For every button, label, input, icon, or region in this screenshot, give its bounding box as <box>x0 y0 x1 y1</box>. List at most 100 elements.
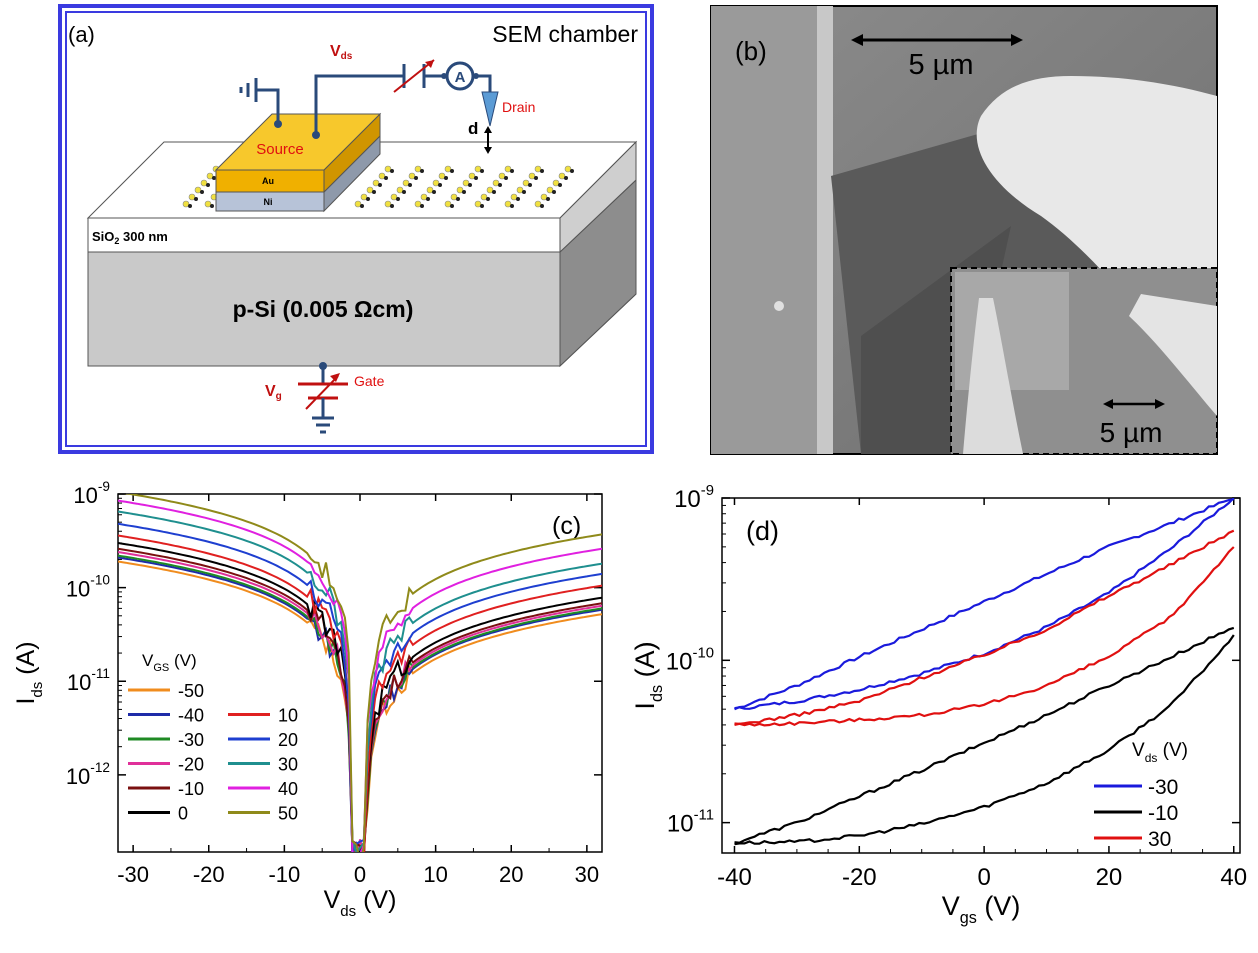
legend-title: Vds (V) <box>1132 740 1188 765</box>
series-line <box>118 547 602 852</box>
molybdenum-atom <box>194 197 198 201</box>
ni-label: Ni <box>264 197 273 207</box>
x-tick-label: -20 <box>193 862 225 887</box>
oxide-side <box>559 140 637 254</box>
x-tick-label: -20 <box>842 864 877 891</box>
inset-probe-left <box>963 298 1023 454</box>
x-axis-label: Vgs (V) <box>942 891 1021 927</box>
sulfur-atom <box>432 179 440 187</box>
molybdenum-atom <box>378 183 382 187</box>
legend-label: 50 <box>278 804 298 824</box>
series-line <box>118 551 602 852</box>
molybdenum-atom <box>480 204 484 208</box>
sulfur-atom <box>492 179 500 187</box>
sulfur-atom <box>438 172 446 180</box>
ammeter-node-left <box>441 73 447 79</box>
molybdenum-atom <box>384 176 388 180</box>
y-tick-label: 10-10 <box>66 573 111 602</box>
molybdenum-atom <box>456 197 460 201</box>
vds-source-symbol <box>393 59 435 93</box>
legend-label: 30 <box>1148 828 1171 851</box>
probe-tip <box>976 76 1217 426</box>
sulfur-atom <box>456 186 464 194</box>
molybdenum-atom <box>474 176 478 180</box>
molybdenum-atom <box>432 190 436 194</box>
series-group <box>118 494 602 852</box>
sulfur-atom <box>378 172 386 180</box>
molybdenum-atom <box>510 169 514 173</box>
series-line <box>118 542 602 852</box>
molybdenum-atom <box>206 183 210 187</box>
x-tick-label: 0 <box>977 864 990 891</box>
au-label: Au <box>262 176 274 186</box>
x-tick-label: -10 <box>268 862 300 887</box>
legend-label: 0 <box>178 804 188 824</box>
scale-label-inset: 5 µm <box>1100 417 1163 448</box>
molybdenum-atom <box>504 176 508 180</box>
molybdenum-atom <box>200 190 204 194</box>
sulfur-atom <box>384 165 392 173</box>
sulfur-atom <box>528 172 536 180</box>
scale-bar-main-head-right <box>1011 34 1023 46</box>
x-tick-label: 10 <box>423 862 447 887</box>
source-contact-dot-2 <box>312 131 320 139</box>
panel-b-label: (b) <box>735 36 767 66</box>
sulfur-atom <box>408 172 416 180</box>
molybdenum-atom <box>450 169 454 173</box>
source-label: Source <box>256 141 304 158</box>
legend-label: -50 <box>178 681 204 701</box>
inner-frame <box>65 11 647 447</box>
molybdenum-atom <box>450 204 454 208</box>
substrate-label: p-Si (0.005 Ωcm) <box>233 296 414 322</box>
particle <box>774 301 784 311</box>
series-line <box>118 499 602 852</box>
panel-c-chart: -30 -20 -10 0 10 20 30 10-12 10-11 10-10 10-9 Vds (… <box>0 468 620 953</box>
series-line <box>734 498 1234 711</box>
y-axis-label: Ids (A) <box>12 641 46 704</box>
molybdenum-atom <box>426 197 430 201</box>
series-line <box>734 498 1235 710</box>
molybdenum-atom <box>366 197 370 201</box>
x-tick-label: 0 <box>354 862 366 887</box>
legend-label: 10 <box>278 706 298 726</box>
molybdenum-atom <box>534 176 538 180</box>
molybdenum-atom <box>188 204 192 208</box>
sulfur-atom <box>504 165 512 173</box>
molybdenum-atom <box>360 204 364 208</box>
legend-label: -30 <box>178 730 204 750</box>
x-tick-label: -40 <box>717 864 752 891</box>
panel-d-chart: -40 -20 0 20 40 10-11 10-10 10-9 Vgs (V) Ids (A) (… <box>626 468 1258 953</box>
sulfur-atom <box>534 200 542 208</box>
device-schematic: (a) SEM chamber Au Ni Source <box>58 4 654 454</box>
sulfur-atom <box>498 172 506 180</box>
series-line <box>124 494 602 852</box>
sulfur-atom <box>444 200 452 208</box>
inset-probe-right <box>1129 294 1217 416</box>
series-line <box>734 626 1235 844</box>
molybdenum-atom <box>492 190 496 194</box>
sulfur-atom <box>522 179 530 187</box>
x-tick-label: 20 <box>1096 864 1123 891</box>
molybdenum-atom <box>420 204 424 208</box>
molybdenum-atom <box>528 183 532 187</box>
molybdenum-atom <box>570 169 574 173</box>
sulfur-atom <box>558 172 566 180</box>
legend-label: -40 <box>178 706 204 726</box>
molybdenum-atom <box>498 183 502 187</box>
y-tick-label: 10-11 <box>67 666 110 695</box>
sulfur-atom <box>182 200 190 208</box>
legend-label: 40 <box>278 779 298 799</box>
series-line <box>734 529 1235 726</box>
x-tick-label: 30 <box>575 862 599 887</box>
sulfur-atom <box>546 186 554 194</box>
sulfur-atom <box>468 172 476 180</box>
legend-label: 20 <box>278 730 298 750</box>
sulfur-atom <box>414 200 422 208</box>
gate-label: Gate <box>354 373 385 389</box>
sulfur-atom <box>516 186 524 194</box>
molybdenum-atom <box>390 204 394 208</box>
sulfur-atom <box>194 186 202 194</box>
ground-symbol-top <box>239 78 258 102</box>
x-axis-label: Vds (V) <box>324 886 397 920</box>
